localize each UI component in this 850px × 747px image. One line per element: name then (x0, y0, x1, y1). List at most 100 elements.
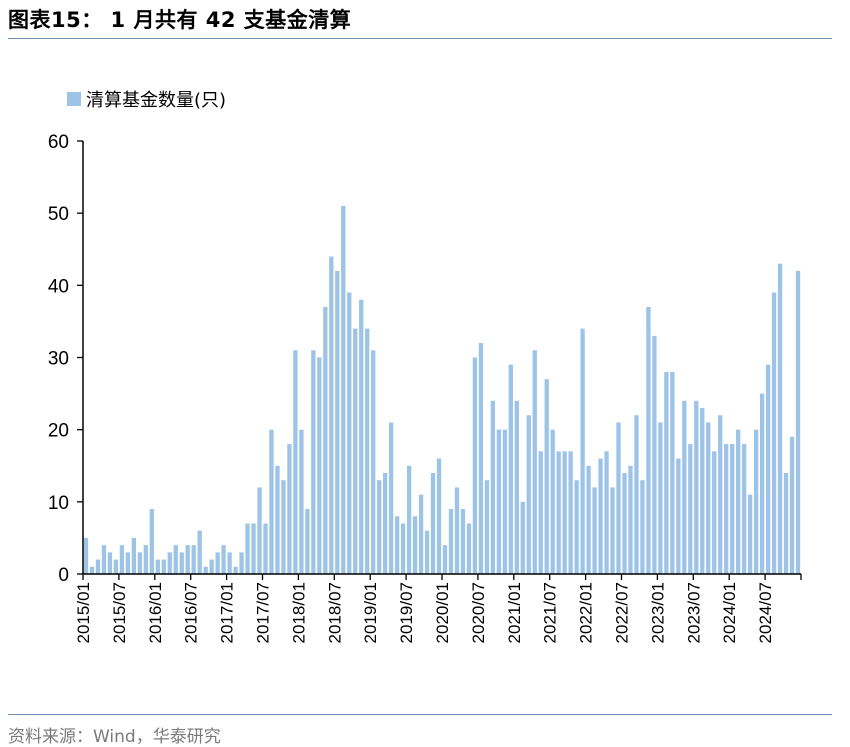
bar (694, 400, 699, 574)
bar (95, 559, 101, 574)
x-tick-label: 2016/01 (146, 582, 165, 643)
bar (580, 328, 585, 574)
bar (759, 393, 765, 574)
bar (610, 487, 615, 574)
y-tick-label: 50 (48, 204, 69, 225)
x-tick-label: 2021/01 (505, 582, 524, 643)
x-tick-label: 2018/01 (289, 582, 308, 643)
bar (472, 357, 478, 574)
bar (556, 451, 561, 574)
bar (383, 472, 388, 574)
bar-chart: 0 10 20 30 40 50 60 2015/01 2015/07 2016/01 2016/0… (48, 132, 802, 643)
bar (167, 552, 172, 574)
bar (400, 523, 406, 574)
bar (137, 552, 142, 574)
bar (682, 400, 687, 574)
bar (604, 451, 609, 574)
bar (371, 350, 376, 574)
bar (724, 444, 729, 574)
bar (323, 306, 328, 574)
bar (424, 530, 430, 574)
bar (765, 364, 771, 574)
bar (568, 451, 573, 574)
chart-legend: 清算基金数量(只) (67, 86, 226, 112)
bar (335, 270, 340, 574)
x-tick-label: 2024/01 (720, 582, 739, 643)
bar (658, 422, 663, 574)
footer-divider (8, 714, 832, 715)
x-tick-label: 2018/07 (325, 582, 344, 643)
x-tick-label: 2021/07 (541, 582, 560, 643)
bar (598, 458, 603, 574)
bar (616, 422, 621, 574)
bar (706, 422, 711, 574)
bar (783, 472, 789, 574)
bar (215, 552, 220, 574)
x-tick-label: 2016/07 (182, 582, 201, 643)
bar (83, 537, 89, 574)
x-tick-label: 2020/07 (469, 582, 488, 643)
bar (155, 559, 160, 574)
bar (209, 559, 214, 574)
bar (113, 559, 119, 574)
bar (251, 523, 256, 574)
bar (730, 444, 735, 574)
bar (544, 379, 549, 574)
x-tick-label: 2019/01 (361, 582, 380, 643)
bar (652, 335, 657, 574)
x-tick-label: 2015/01 (74, 582, 93, 643)
bar (143, 545, 148, 574)
x-tick-label: 2017/01 (218, 582, 237, 643)
bar (179, 552, 184, 574)
y-tick-label: 0 (58, 565, 69, 586)
bars-group (83, 205, 801, 574)
bar (125, 552, 131, 574)
x-tick-label: 2017/07 (254, 582, 273, 643)
bar (508, 364, 513, 574)
x-tick-label: 2024/07 (756, 582, 775, 643)
bar (394, 516, 400, 574)
bar (640, 480, 645, 574)
bar (550, 429, 555, 574)
x-tick-label: 2023/07 (684, 582, 703, 643)
y-tick-label: 60 (48, 132, 69, 153)
bar (742, 444, 747, 574)
bar (448, 509, 454, 574)
x-tick-label: 2015/07 (110, 582, 129, 643)
bar (311, 350, 316, 574)
source-note: 资料来源：Wind，华泰研究 (8, 727, 221, 747)
x-tick-label: 2023/01 (648, 582, 667, 643)
bar (795, 270, 801, 574)
bar (753, 429, 759, 574)
bar (197, 530, 202, 574)
bar (101, 545, 107, 574)
bar (293, 350, 298, 574)
legend-label: 清算基金数量(只) (86, 90, 227, 111)
bar (466, 523, 472, 574)
bar (329, 256, 334, 574)
x-tick-label: 2022/07 (613, 582, 632, 643)
bar (89, 566, 95, 574)
bar (161, 559, 166, 574)
bar (514, 400, 519, 574)
x-tick-label: 2019/07 (397, 582, 416, 643)
bar (747, 494, 753, 574)
bar (305, 509, 310, 574)
bar (173, 545, 178, 574)
bar (377, 480, 382, 574)
bar (777, 263, 783, 574)
bar (107, 552, 113, 574)
bar (712, 451, 717, 574)
bar (771, 292, 777, 574)
bar (347, 292, 352, 574)
bar (239, 552, 244, 574)
bar (520, 501, 525, 574)
bar (430, 472, 436, 574)
bar (688, 444, 693, 574)
bar (700, 408, 705, 574)
bar (227, 552, 232, 574)
bar (317, 357, 322, 574)
bar (365, 328, 370, 574)
bar (341, 205, 346, 574)
bar (718, 415, 723, 574)
